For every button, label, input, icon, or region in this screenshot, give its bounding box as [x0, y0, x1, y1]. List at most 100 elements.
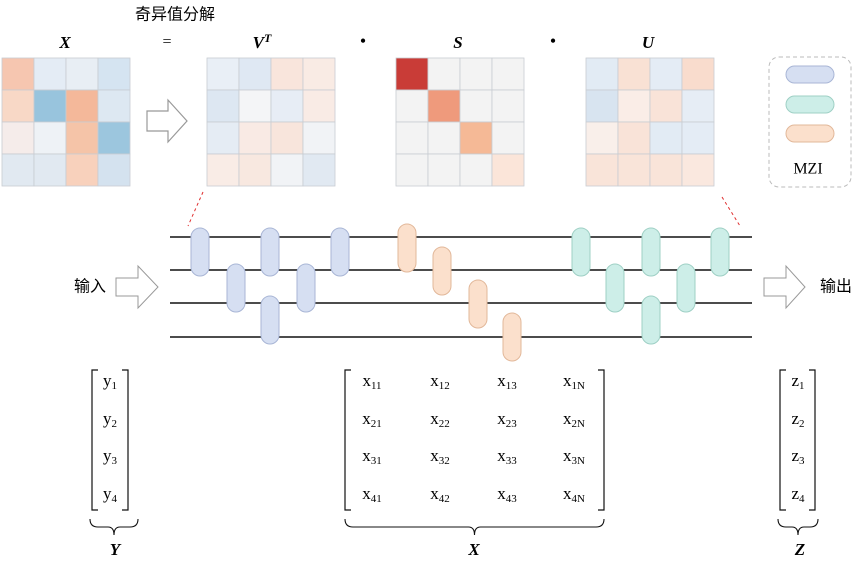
entry-sub: 11	[371, 380, 382, 392]
heatmap-cell	[617, 57, 651, 91]
entry-base: x	[430, 446, 439, 465]
heatmap-cell	[617, 153, 651, 187]
heatmap-cell	[97, 57, 131, 91]
heatmap-cell	[33, 121, 67, 155]
heatmap-cell	[270, 57, 304, 91]
eq-vt: VT	[253, 31, 272, 52]
entry: z2	[791, 409, 804, 430]
heatmap-cell	[459, 121, 493, 155]
heatmap-cell	[65, 57, 99, 91]
heatmap-cell	[302, 153, 336, 187]
entry-base: z	[791, 371, 799, 390]
entry-base: x	[563, 371, 572, 390]
entry-sub: 1	[112, 380, 118, 392]
mzi	[432, 246, 452, 296]
heatmap-cell	[395, 89, 429, 123]
entry-sub: 41	[371, 493, 382, 505]
mzi	[190, 227, 210, 277]
entry-sub: 13	[506, 380, 518, 392]
entry: y1	[103, 371, 117, 392]
entry-sub: 3N	[572, 455, 586, 467]
arrow	[146, 98, 188, 144]
heatmap-cell	[238, 121, 272, 155]
heatmap-cell	[302, 121, 336, 155]
entry-sub: 22	[439, 418, 450, 430]
entry-base: x	[563, 409, 572, 428]
heatmap-cell	[681, 121, 715, 155]
entry-base: x	[430, 371, 439, 390]
heatmap-cell	[1, 57, 35, 91]
entry-base: z	[791, 484, 799, 503]
mzi	[468, 279, 488, 329]
heatmap-cell	[65, 153, 99, 187]
entry-sub: 32	[439, 455, 450, 467]
brace	[89, 518, 139, 536]
heatmap-cell	[97, 89, 131, 123]
heatmap-cell	[649, 153, 683, 187]
braces	[89, 518, 819, 536]
entry: z4	[791, 484, 805, 505]
legend-pill	[785, 95, 835, 114]
heatmap-cell	[206, 153, 240, 187]
entry: x31	[362, 446, 382, 467]
heatmap-cell	[427, 153, 461, 187]
entry-sub: 2	[112, 418, 118, 430]
entry: x11	[362, 371, 381, 392]
entry: x23	[497, 409, 517, 430]
entry-base: x	[362, 446, 371, 465]
brackets	[91, 369, 816, 511]
entry-sub: 3	[799, 455, 805, 467]
heatmap-cell	[491, 121, 525, 155]
heatmap-cell	[491, 89, 525, 123]
entry: x2N	[563, 409, 585, 430]
entry-base: x	[497, 409, 506, 428]
entry-sub: 42	[439, 493, 450, 505]
heatmap-cell	[427, 57, 461, 91]
entry: z3	[791, 446, 805, 467]
entry-base: z	[791, 409, 799, 428]
entry: x4N	[563, 484, 585, 505]
entry-sub: 2N	[572, 418, 586, 430]
heatmap-cell	[459, 89, 493, 123]
eq-equals: =	[162, 34, 171, 51]
entry-base: x	[362, 409, 371, 428]
heatmap-cell	[302, 89, 336, 123]
legend-pill	[785, 124, 835, 143]
heatmap-cell	[427, 89, 461, 123]
mzi	[710, 227, 730, 277]
mzi	[330, 227, 350, 277]
mzi	[676, 263, 696, 313]
heatmap-cell	[270, 153, 304, 187]
entry-base: x	[497, 371, 506, 390]
waveguides	[170, 236, 752, 338]
heatmap-cell	[681, 57, 715, 91]
entry-base: y	[103, 371, 112, 390]
output-arrow	[763, 264, 806, 310]
heatmap-cell	[649, 89, 683, 123]
heatmap-cell	[97, 121, 131, 155]
entry-base: x	[430, 484, 439, 503]
heatmap-cell	[681, 89, 715, 123]
entry-sub: 31	[371, 455, 382, 467]
heatmap-cell	[617, 89, 651, 123]
legend-box	[768, 56, 852, 188]
heatmap-cell	[585, 153, 619, 187]
entry-base: y	[103, 484, 112, 503]
entry-sub: 4	[799, 493, 805, 505]
heatmap-cell	[427, 121, 461, 155]
mzi	[296, 263, 316, 313]
heatmap-cell	[270, 121, 304, 155]
heatmap-cell	[1, 89, 35, 123]
entry: x22	[430, 409, 450, 430]
entry-sub: 2	[799, 418, 805, 430]
entry-sub: 23	[506, 418, 518, 430]
heatmap-cell	[395, 57, 429, 91]
heatmap-cell	[33, 89, 67, 123]
entry: x41	[362, 484, 382, 505]
eq-vt-base: V	[253, 33, 266, 52]
mzi	[641, 295, 661, 345]
heatmap-cell	[33, 57, 67, 91]
entry-sub: 33	[506, 455, 518, 467]
entry: x43	[497, 484, 517, 505]
